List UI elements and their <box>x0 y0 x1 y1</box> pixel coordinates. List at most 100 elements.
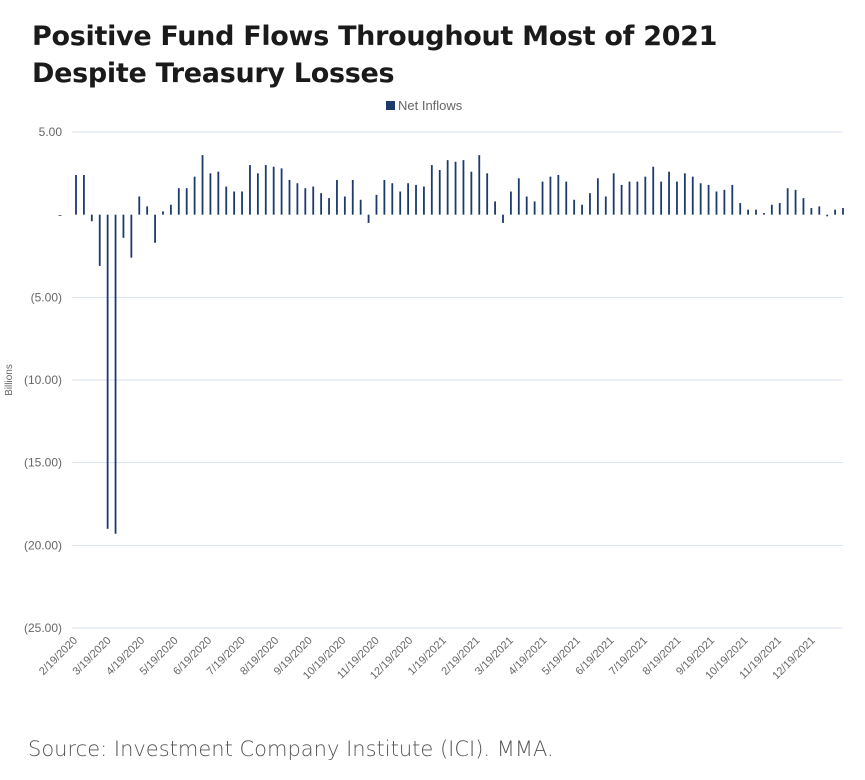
bar <box>612 173 615 215</box>
bar <box>581 204 583 215</box>
bar <box>446 160 449 215</box>
bar-chart: 5.00-(5.00)(10.00)(15.00)(20.00)(25.00) … <box>4 125 844 682</box>
bar <box>138 196 141 215</box>
bar <box>470 171 473 215</box>
bar <box>399 191 402 215</box>
bar <box>755 209 757 215</box>
bar <box>201 155 204 215</box>
y-tick-label: 5.00 <box>39 125 63 139</box>
bar <box>272 166 275 215</box>
bar <box>106 214 109 529</box>
bar <box>494 201 496 215</box>
bar <box>802 198 805 215</box>
chart-title-line-2: Despite Treasury Losses <box>32 58 395 89</box>
bar <box>794 189 797 215</box>
y-tick-label: (25.00) <box>24 621 62 635</box>
bar <box>541 181 544 215</box>
y-axis-ticks: 5.00 - (5.00) (10.00) (15.00) (20.00) (25.00) <box>24 125 62 635</box>
bar <box>367 214 370 223</box>
bar <box>217 171 220 215</box>
y-tick-label: - <box>58 208 62 222</box>
bar <box>691 176 694 215</box>
bar <box>375 194 378 215</box>
bar <box>644 176 647 215</box>
bar <box>122 214 125 238</box>
chart-title: Positive Fund Flows Throughout Most of 2… <box>32 18 832 92</box>
bar <box>209 173 212 215</box>
bar <box>328 198 330 215</box>
bar <box>130 214 133 258</box>
bar <box>596 178 599 215</box>
bar <box>786 188 789 215</box>
bar <box>415 184 417 215</box>
bar <box>304 188 307 215</box>
bar <box>510 191 512 215</box>
bar <box>225 186 228 215</box>
bar <box>249 165 251 215</box>
bar <box>763 213 765 215</box>
bar <box>683 173 686 215</box>
bar <box>296 183 299 215</box>
bar <box>502 214 504 223</box>
bar <box>652 166 655 215</box>
bar <box>233 191 236 215</box>
bar <box>391 183 394 215</box>
bar <box>146 206 149 215</box>
bar <box>462 160 465 215</box>
bar <box>731 184 734 215</box>
bar <box>660 181 663 215</box>
bar <box>177 188 180 215</box>
y-axis-label: Billions <box>4 364 15 396</box>
bar <box>169 204 172 215</box>
bar <box>676 181 678 215</box>
y-tick-label: (20.00) <box>24 538 62 552</box>
bar <box>98 214 101 266</box>
y-tick-label: (5.00) <box>31 290 62 304</box>
legend-label: Net Inflows <box>398 98 463 113</box>
bar <box>351 179 354 215</box>
source-note: Source: Investment Company Institute (IC… <box>28 737 554 761</box>
bar <box>280 168 283 215</box>
bar <box>185 188 188 215</box>
bar <box>818 206 821 215</box>
bar <box>312 186 315 215</box>
bar <box>842 208 844 215</box>
bar <box>525 196 528 215</box>
bar <box>573 199 576 215</box>
bar <box>75 174 77 215</box>
bar <box>478 155 481 215</box>
bar <box>90 214 93 222</box>
bar <box>770 204 773 215</box>
bar <box>438 170 441 215</box>
bar <box>826 214 829 217</box>
bar <box>589 193 591 215</box>
bar <box>383 179 386 215</box>
bar <box>557 174 560 215</box>
bar <box>407 183 409 215</box>
bar <box>288 179 291 215</box>
bar <box>162 211 164 215</box>
bar <box>834 209 836 215</box>
bar <box>336 179 338 215</box>
bar <box>604 196 607 215</box>
bar <box>256 173 259 215</box>
bar <box>517 178 520 215</box>
bar <box>739 203 742 215</box>
legend-swatch <box>386 101 395 110</box>
bars <box>75 155 844 534</box>
y-tick-label: (10.00) <box>24 373 62 387</box>
bar <box>241 191 243 215</box>
bar <box>264 165 267 215</box>
bar <box>723 189 726 215</box>
bar <box>454 161 457 215</box>
bar <box>154 214 156 243</box>
bar <box>343 196 346 215</box>
y-tick-label: (15.00) <box>24 456 62 470</box>
bar <box>810 208 813 215</box>
x-axis-ticks: 2/19/20203/19/20204/19/20205/19/20206/19… <box>37 635 818 682</box>
bar <box>193 176 196 215</box>
bar <box>668 171 670 215</box>
gridlines <box>72 131 843 629</box>
bar <box>83 174 85 215</box>
bar <box>620 184 623 215</box>
